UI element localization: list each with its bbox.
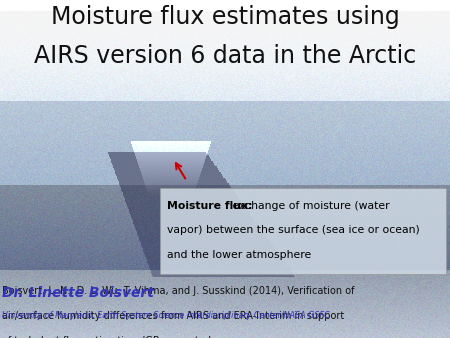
Text: AIRS version 6 data in the Arctic: AIRS version 6 data in the Arctic (34, 44, 416, 68)
Text: Moisture flux estimates using: Moisture flux estimates using (50, 5, 400, 29)
FancyBboxPatch shape (160, 188, 446, 274)
Text: Moisture flux:: Moisture flux: (167, 201, 253, 211)
Text: University of Maryland, Earth System Science Interdisciplinary Center/NASA GSFC: University of Maryland, Earth System Sci… (2, 311, 330, 320)
Text: Dr. Linette Boisvert: Dr. Linette Boisvert (2, 286, 154, 299)
Text: air/surface humidity differences from AIRS and ERA-Interim in support: air/surface humidity differences from AI… (2, 311, 345, 321)
Text: vapor) between the surface (sea ice or ocean): vapor) between the surface (sea ice or o… (167, 225, 420, 236)
Text: exchange of moisture (water: exchange of moisture (water (229, 201, 389, 211)
Text: of turbulent flux estimation, JGR, accepted.: of turbulent flux estimation, JGR, accep… (2, 336, 214, 338)
Text: Boisvert, L. N., D. L. Wu, T. Vihma, and J. Susskind (2014), Verification of: Boisvert, L. N., D. L. Wu, T. Vihma, and… (2, 286, 355, 296)
Text: and the lower atmosphere: and the lower atmosphere (167, 250, 312, 260)
